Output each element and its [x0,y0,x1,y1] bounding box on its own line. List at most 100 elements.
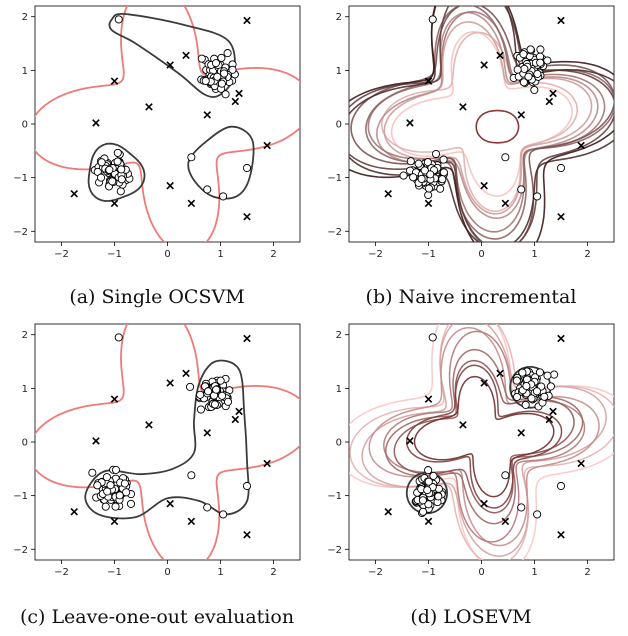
y-tick-label: 1 [336,384,342,395]
cluster-point [521,400,530,409]
cluster-point [532,387,541,396]
outlier-point [110,395,119,403]
normal-point [114,333,123,342]
cluster-point [220,69,229,78]
outlier-point [549,407,557,416]
outlier-point [424,395,433,403]
plot-area [349,6,614,242]
outlier-point [231,415,240,424]
cluster-point [418,507,428,516]
cluster-point [424,466,433,475]
cluster-point [196,390,205,399]
x-tick-label: −2 [54,249,69,260]
outlier-point [145,421,153,429]
cluster-point [211,59,220,68]
cluster-point [213,72,222,81]
x-tick-label: 2 [270,249,276,260]
cluster-point [513,392,522,401]
axes-frame [34,323,301,561]
y-tick-label: −2 [13,545,28,556]
outlier-point [203,111,212,119]
outlier-point [480,379,488,387]
x-tick-label: 2 [270,567,276,578]
normal-point [533,192,542,201]
cluster-point [223,397,233,406]
x-tick-label: −2 [368,567,383,578]
normal-point [203,185,212,194]
cluster-point [543,371,552,380]
plot-area [349,324,614,560]
outlier-point [243,213,251,221]
cluster-point [536,45,545,54]
inner-contour-right [187,125,255,200]
outlier-point [424,199,433,208]
cluster-point [122,488,131,497]
y-tick-label: 0 [336,120,342,131]
cluster-point [540,392,549,401]
panel-b-naive-incremental: −2 −1 0 1 2 −2 −1 0 1 2 (b) Naive incremental [314,0,628,318]
outlier-point [70,189,78,198]
outlier-point [263,141,271,150]
outlier-point [557,334,565,343]
cluster-point [434,492,443,501]
cluster-point [530,86,539,95]
outlier-point [557,213,565,221]
cluster-point [218,391,227,400]
outlier-point [545,415,554,424]
y-tick-label: 2 [22,330,28,341]
x-tick-label: 2 [584,249,590,260]
x-tick-label: 0 [478,567,484,578]
cluster-point [93,481,102,490]
chart-b-svg: −2 −1 0 1 2 −2 −1 0 1 2 [327,5,615,260]
outlier-point [406,437,414,445]
cluster-point [111,502,120,511]
outlier-point [517,429,526,437]
outlier-point [92,119,100,127]
cluster-point [126,499,136,508]
cluster-point [420,166,429,175]
cluster-point [518,368,527,377]
cluster-point [113,157,122,166]
cluster-point [522,381,531,391]
incremental-inner-loop [475,109,520,144]
y-tick-label: 2 [22,12,28,23]
caption-c: (c) Leave-one-out evaluation [19,606,295,628]
losevm-contour-1 [349,324,614,560]
normal-point [501,153,510,162]
incremental-contour-2 [383,21,593,215]
outlier-point [243,531,251,539]
outlier-point [480,499,488,508]
inner-contour-left [87,142,146,202]
caption-b: (b) Naive incremental [365,286,577,308]
cluster-point [223,49,232,58]
cluster-point [429,471,438,480]
chart-d-svg: −2 −1 0 1 2 −2 −1 0 1 2 [327,323,615,578]
losevm-contour-2 [361,324,607,557]
incremental-contour-3 [376,11,599,219]
y-tick-label: 1 [22,384,28,395]
outlier-point [110,517,119,526]
axes-frame [348,323,615,561]
cluster-point [519,78,528,87]
inner-contour-top [108,12,236,98]
y-tick-label: 2 [336,330,342,341]
cluster-point [120,479,129,488]
outlier-point [263,459,271,468]
outlier-point [459,421,467,429]
y-tick-label: 2 [336,12,342,23]
x-tick-label: 1 [531,249,537,260]
cluster-point [221,90,230,99]
cluster-point [546,382,555,391]
cluster-point [196,405,206,414]
cluster-point [513,65,522,74]
x-tick-label: 0 [164,249,170,260]
outlier-point [545,97,554,106]
cluster-point [217,79,226,88]
outlier-point [424,517,433,526]
x-tick-label: −1 [107,249,122,260]
normal-point [556,163,566,173]
outlier-point [243,16,251,25]
cluster-point [417,174,426,183]
outlier-point [92,437,100,445]
y-tick-label: 0 [336,438,342,449]
